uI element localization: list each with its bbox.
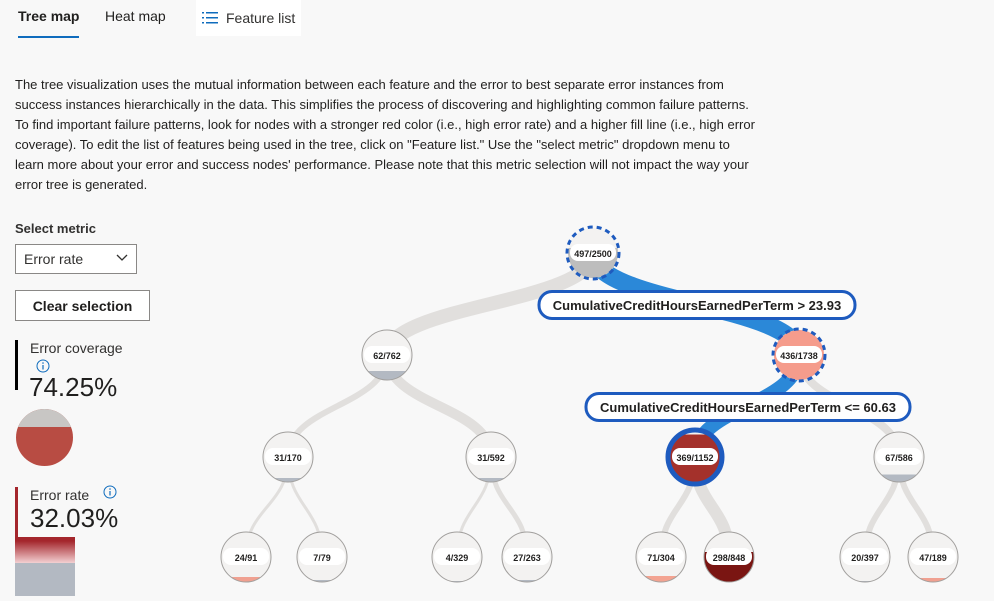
node-label: 20/397 [851,553,879,563]
tab-heat-map[interactable]: Heat map [105,8,166,24]
tree-node[interactable]: 31/170 [262,431,314,483]
node-label: 497/2500 [574,249,612,259]
node-label: 4/329 [446,553,469,563]
tree-node[interactable]: 436/1738 [771,327,827,383]
info-icon[interactable] [36,359,50,373]
node-label: 67/586 [885,453,913,463]
node-fill [502,580,552,582]
list-icon [202,12,218,24]
metric-dropdown[interactable]: Error rate [15,244,137,274]
tree-node[interactable]: 298/848 [703,531,755,583]
node-fill [466,478,516,482]
chevron-down-icon [116,254,128,261]
tree-node[interactable]: 27/263 [501,531,553,583]
feature-list-button[interactable]: Feature list [196,0,302,36]
node-label: 71/304 [647,553,675,563]
select-metric-label: Select metric [15,221,96,236]
tree-node[interactable]: 31/592 [465,431,517,483]
node-label: 7/79 [313,553,331,563]
error-coverage-marker [15,340,18,390]
tab-bar: Tree map Heat map Feature list [0,0,994,40]
error-rate-legend [15,537,75,596]
error-coverage-value: 74.25% [29,372,118,402]
error-rate-value: 32.03% [30,503,119,533]
split-condition: CumulativeCreditHoursEarnedPerTerm <= 60… [584,392,912,422]
node-fill [297,580,347,582]
node-fill [221,577,271,582]
tree-node[interactable]: 369/1152 [665,427,725,487]
node-label: 31/592 [477,453,505,463]
error-rate-label: Error rate [30,487,90,503]
split-condition: CumulativeCreditHoursEarnedPerTerm > 23.… [537,290,857,320]
node-fill [636,576,686,582]
tree-node[interactable]: 67/586 [873,431,925,483]
error-rate-marker [15,487,18,537]
node-fill [362,371,412,380]
node-label: 298/848 [713,553,746,563]
metric-dropdown-value: Error rate [24,251,84,267]
node-label: 27/263 [513,553,541,563]
node-fill [874,474,924,482]
tree-node[interactable]: 497/2500 [565,225,621,281]
node-fill [263,478,313,482]
error-coverage-legend [16,409,73,466]
node-label: 62/762 [373,351,401,361]
tree-node[interactable]: 71/304 [635,531,687,583]
condition-label: CumulativeCreditHoursEarnedPerTerm > 23.… [553,298,841,313]
tree-nodes: 497/2500 62/762 436/1738 31/170 31/592 369/11… [220,225,959,583]
tree-node[interactable]: 7/79 [296,531,348,583]
tree-node[interactable]: 20/397 [839,531,891,583]
tree-conditions: CumulativeCreditHoursEarnedPerTerm > 23.… [537,290,912,422]
node-fill [908,578,958,582]
node-label: 369/1152 [676,453,713,463]
feature-list-label: Feature list [226,10,296,26]
tree-node[interactable]: 24/91 [220,531,272,583]
tab-tree-map[interactable]: Tree map [18,8,80,24]
tree-node[interactable]: 62/762 [361,329,413,381]
node-label: 47/189 [919,553,947,563]
node-label: 31/170 [274,453,302,463]
info-icon[interactable] [103,485,117,499]
tree-node[interactable]: 4/329 [431,531,483,583]
tree-node[interactable]: 47/189 [907,531,959,583]
node-label: 436/1738 [780,351,818,361]
clear-selection-button[interactable]: Clear selection [15,290,150,321]
tree-description: The tree visualization uses the mutual i… [15,77,755,192]
node-label: 24/91 [235,553,258,563]
condition-label: CumulativeCreditHoursEarnedPerTerm <= 60… [600,400,896,415]
active-tab-indicator [18,36,79,38]
error-coverage-label: Error coverage [30,340,123,356]
